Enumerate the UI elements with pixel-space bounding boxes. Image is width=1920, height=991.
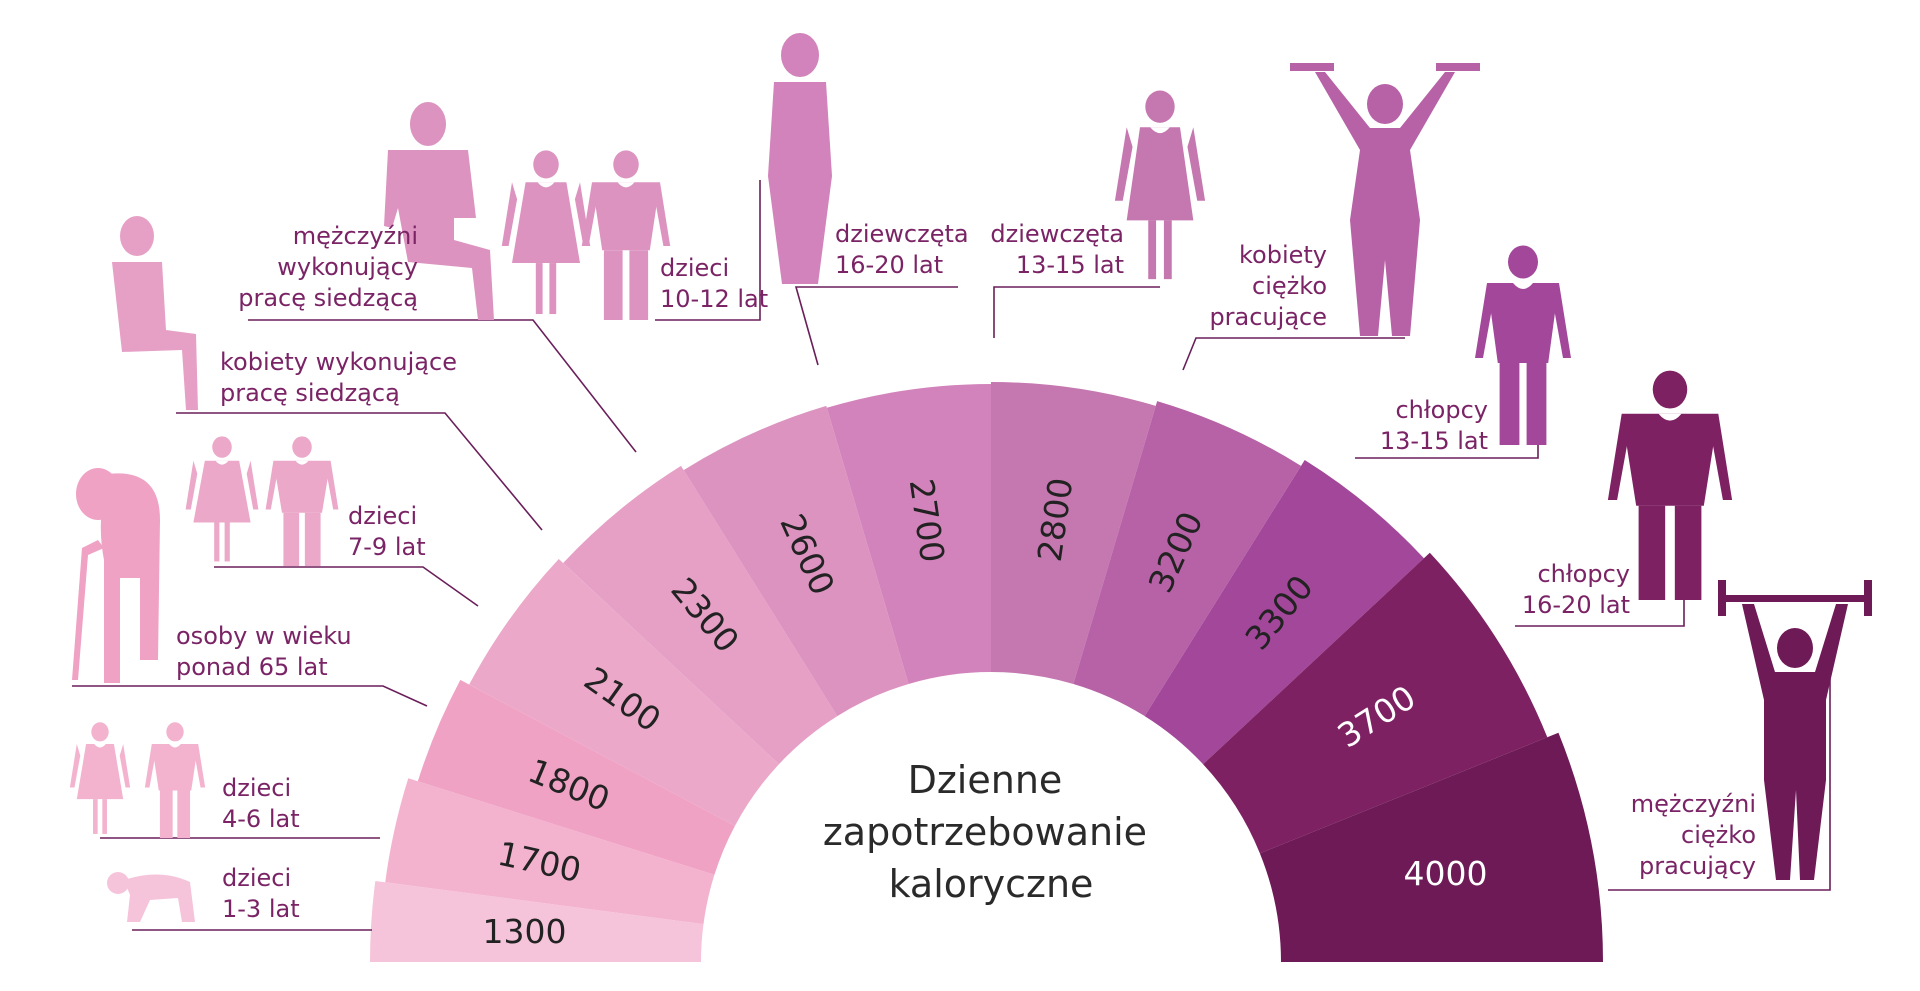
leader-line-6 xyxy=(248,319,637,453)
group-label-2600: mężczyźni wykonujący pracę siedzącą xyxy=(238,222,418,312)
group-label-2300: kobiety wykonujące pracę siedzącą xyxy=(220,348,457,407)
leader-line-7 xyxy=(794,286,958,366)
segment-1700 xyxy=(385,778,715,925)
man-barbell-icon xyxy=(1718,580,1872,880)
group-label-1300: dzieci 1-3 lat xyxy=(222,864,300,923)
segment-1800 xyxy=(417,679,735,875)
icons-layer xyxy=(69,33,1872,922)
group-labels-layer: dzieci 1-3 lat dzieci 4-6 lat osoby w wieku p… xyxy=(176,220,1756,923)
group-label-3300: chłopcy 13-15 lat xyxy=(1380,396,1488,455)
group-label-2100: dzieci 7-9 lat xyxy=(348,502,426,561)
crawling-baby-icon xyxy=(107,872,195,922)
woman-dumbbells-icon xyxy=(1290,63,1480,336)
leader-line-4 xyxy=(214,566,479,607)
teen-girl-icon xyxy=(1114,90,1206,280)
leader-line-3 xyxy=(72,685,428,707)
segment-3300 xyxy=(1144,459,1424,765)
sitting-man-icon xyxy=(384,102,671,320)
young-man-icon xyxy=(1607,370,1733,600)
children-icon xyxy=(185,436,339,566)
segment-value-4000: 4000 xyxy=(1404,854,1488,893)
group-label-3200: kobiety ciężko pracujące xyxy=(1209,241,1327,331)
title-line-1: Dzienne xyxy=(908,758,1063,802)
small-children-icon xyxy=(69,722,206,838)
group-label-1800: osoby w wieku ponad 65 lat xyxy=(176,622,352,681)
segment-2600 xyxy=(683,405,909,717)
group-label-1700: dzieci 4-6 lat xyxy=(222,774,300,833)
teen-boy-icon xyxy=(1475,245,1571,445)
center-title: Dzienne zapotrzebowanie kaloryczne xyxy=(823,758,1159,906)
title-line-3: kaloryczne xyxy=(889,862,1094,906)
title-line-2: zapotrzebowanie xyxy=(823,810,1147,854)
leader-line-5 xyxy=(176,412,543,531)
elderly-with-cane-icon xyxy=(72,468,160,683)
segments-layer xyxy=(370,382,1603,962)
leader-line-12 xyxy=(1608,666,1831,891)
leader-line-13 xyxy=(655,180,761,321)
leader-line-8 xyxy=(993,286,1160,338)
segment-4000 xyxy=(1259,732,1603,962)
group-label-2800: dziewczęta 13-15 lat xyxy=(990,220,1124,279)
group-label-3700: chłopcy 16-20 lat xyxy=(1522,560,1630,619)
leader-line-9 xyxy=(1182,337,1405,371)
segment-value-1300: 1300 xyxy=(483,912,567,951)
segment-3700 xyxy=(1203,552,1548,854)
segment-2700 xyxy=(826,384,991,684)
sitting-woman-icon xyxy=(112,216,198,410)
segment-2300 xyxy=(563,465,838,765)
segment-2100 xyxy=(469,558,779,826)
group-label-children-10-12: dzieci 10-12 lat xyxy=(660,254,768,313)
segment-3200 xyxy=(1073,401,1302,717)
group-label-4000: mężczyźni ciężko pracujący xyxy=(1631,790,1756,880)
group-label-2700: dziewczęta 16-20 lat xyxy=(835,220,969,279)
segment-2800 xyxy=(991,382,1156,684)
young-woman-icon xyxy=(768,33,832,284)
segment-1300 xyxy=(370,880,704,962)
